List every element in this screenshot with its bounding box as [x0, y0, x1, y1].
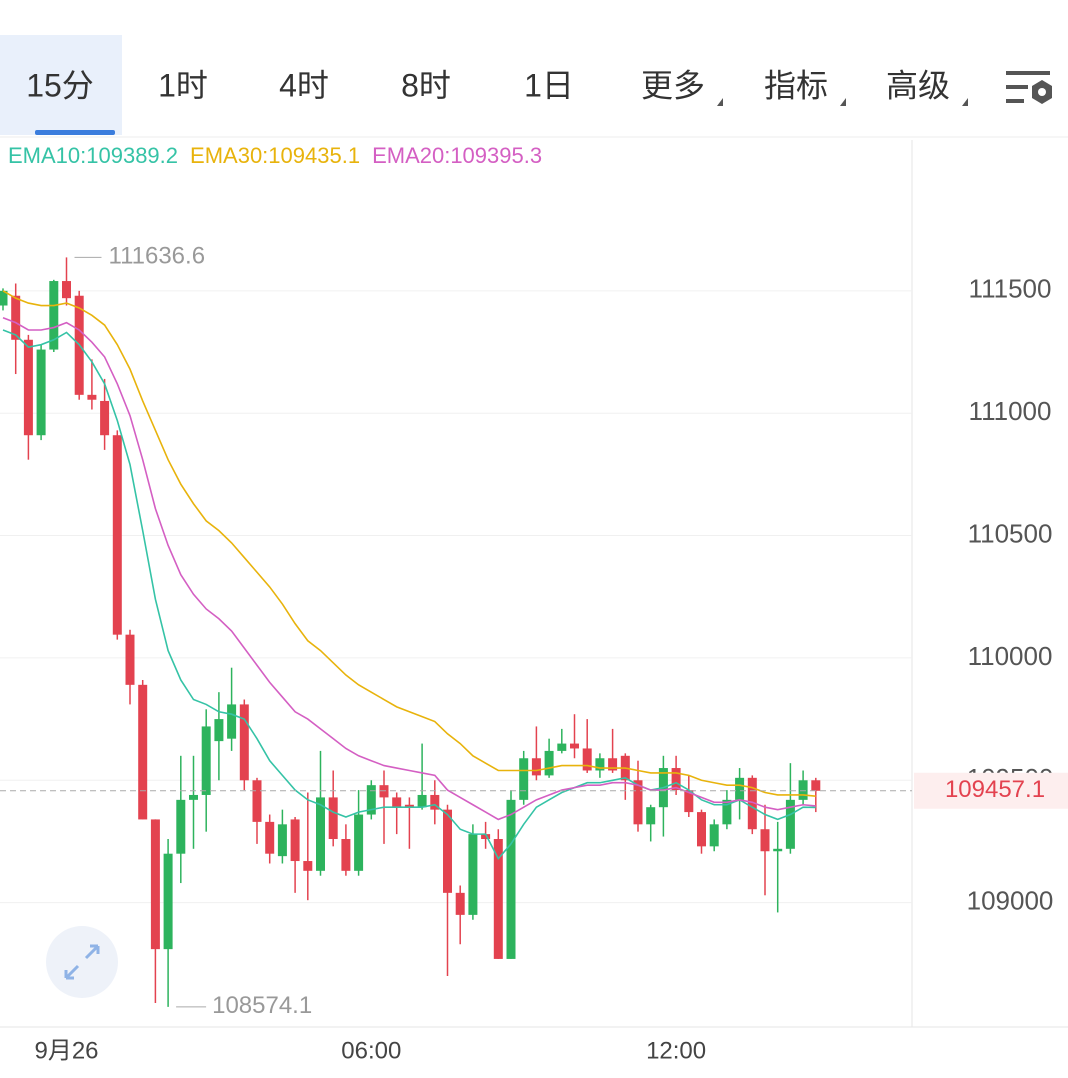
tab[interactable]: 1时: [158, 67, 208, 103]
candle-body: [519, 758, 529, 800]
dropdown-caret: [962, 98, 968, 106]
candle-body: [697, 812, 706, 847]
candle-body: [531, 758, 541, 776]
tab[interactable]: 15分: [26, 67, 94, 103]
dropdown-caret: [840, 98, 846, 106]
candle-body: [277, 824, 287, 857]
candle-body: [189, 794, 198, 800]
candle-body: [493, 839, 503, 959]
candle-body: [112, 435, 122, 635]
candle-body: [87, 394, 97, 400]
candle-body: [481, 834, 491, 840]
candle-body: [316, 797, 325, 871]
legend-entry: EMA30:109435.1: [190, 143, 360, 168]
candle-body: [684, 790, 694, 813]
tab[interactable]: 4时: [279, 67, 329, 103]
candle-body: [417, 794, 427, 808]
plot: 1090001095001100001105001110001115009月26…: [0, 143, 1068, 1064]
candle-body: [0, 290, 8, 306]
candle-body: [252, 780, 262, 822]
ema-line: [2, 317, 816, 821]
tab[interactable]: 指标: [764, 67, 828, 103]
candle-body: [125, 634, 135, 685]
settings-icon[interactable]: [1006, 71, 1052, 104]
candle-body: [379, 785, 389, 798]
tab[interactable]: 高级: [886, 67, 950, 103]
candle-body: [328, 797, 338, 840]
candle-body: [455, 892, 465, 915]
tab[interactable]: 1日: [524, 67, 574, 103]
candle-body: [404, 804, 414, 808]
candle-body: [100, 400, 110, 436]
y-tick-label: 110500: [968, 518, 1053, 548]
candle-body: [646, 807, 656, 825]
candle-body: [608, 758, 618, 771]
dropdown-caret: [717, 98, 723, 106]
candle-body: [773, 848, 783, 852]
candle-body: [49, 281, 59, 350]
tab[interactable]: 更多: [641, 67, 705, 103]
legend-entry: EMA20:109395.3: [372, 143, 542, 168]
min-label: 108574.1: [212, 992, 312, 1019]
candle-body: [214, 719, 224, 742]
candle-body: [633, 780, 643, 825]
x-tick-label: 9月26: [34, 1037, 98, 1064]
candle-body: [570, 743, 579, 749]
active-tab-indicator: [35, 130, 115, 135]
candle-body: [557, 743, 567, 751]
candle-body: [366, 785, 376, 815]
candle-body: [354, 814, 364, 871]
y-tick-label: 110000: [968, 641, 1053, 671]
candle-body: [671, 768, 681, 791]
ema-line: [2, 329, 816, 861]
candle-body: [303, 861, 313, 871]
ema-line: [2, 290, 816, 797]
candle-body: [36, 349, 46, 436]
candle-body: [239, 704, 249, 781]
candle-body: [227, 704, 237, 739]
active-tab-bg: [0, 35, 122, 135]
candle-body: [506, 799, 516, 959]
candle-body: [430, 794, 440, 810]
candle-body: [341, 839, 351, 871]
candle-body: [138, 684, 148, 820]
max-label: 111636.6: [109, 243, 206, 270]
candle-body: [595, 758, 605, 771]
candle-body: [392, 797, 402, 808]
candle-body: [176, 799, 186, 854]
tab[interactable]: 8时: [401, 67, 451, 103]
candle-body: [544, 750, 554, 776]
candle-body: [811, 780, 821, 791]
candle-body: [468, 834, 478, 915]
x-tick-label: 06:00: [341, 1037, 401, 1064]
candle-body: [163, 853, 173, 950]
candle-body: [290, 819, 300, 862]
x-tick-label: 12:00: [646, 1037, 706, 1064]
expand-button[interactable]: [46, 926, 118, 998]
y-tick-label: 109000: [967, 886, 1054, 916]
price-label: 109457.1: [945, 776, 1045, 803]
tab-bar: 15分 1时 4时 8时 1日 更多 指标 高级: [26, 67, 968, 106]
candle-body: [201, 726, 211, 795]
candle-body: [150, 819, 160, 950]
candle-body: [785, 799, 795, 849]
price-tag: [914, 772, 1068, 809]
candle-body: [722, 799, 732, 825]
candle-body: [582, 748, 592, 771]
candle-body: [443, 809, 452, 893]
candle-body: [747, 777, 757, 830]
candle-body: [62, 281, 71, 299]
y-tick-label: 111500: [969, 274, 1052, 304]
candle-body: [265, 821, 275, 854]
candle-body: [709, 824, 719, 847]
candle-body: [735, 777, 745, 800]
candle-body: [798, 780, 808, 800]
candle-body: [11, 295, 21, 340]
candle-body: [23, 339, 33, 436]
candle-body: [760, 829, 770, 852]
y-tick-label: 111000: [969, 396, 1052, 426]
legend-entry: EMA10:109389.2: [8, 143, 178, 168]
